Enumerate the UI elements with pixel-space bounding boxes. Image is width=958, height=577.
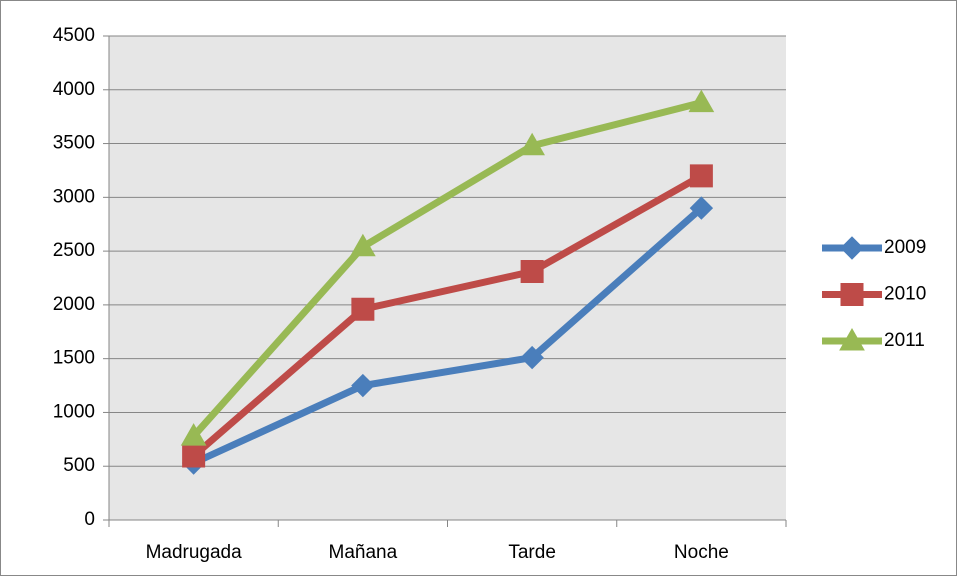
point-marker xyxy=(180,423,207,446)
y-tick-label: 1500 xyxy=(53,348,95,369)
point-marker xyxy=(688,89,715,113)
y-tick-label: 4500 xyxy=(53,25,95,46)
x-tick-label: Mañana xyxy=(329,542,398,563)
legend-marker xyxy=(839,327,865,351)
y-tick-label: 1000 xyxy=(53,401,95,422)
y-tick-label: 3500 xyxy=(53,133,95,154)
point-marker xyxy=(351,373,375,398)
legend-marker xyxy=(840,283,864,306)
y-tick-label: 0 xyxy=(84,509,95,530)
y-tick-label: 500 xyxy=(63,455,95,476)
point-marker xyxy=(520,345,544,370)
point-marker xyxy=(350,233,376,257)
x-tick-label: Tarde xyxy=(508,542,556,563)
y-tick-label: 4000 xyxy=(53,79,95,100)
point-marker xyxy=(182,444,206,468)
y-tick-label: 2500 xyxy=(53,240,95,261)
legend-marker xyxy=(840,236,864,260)
point-marker xyxy=(351,297,375,321)
legend-label: 2011 xyxy=(884,330,925,351)
series-line xyxy=(191,99,703,439)
legend-label: 2009 xyxy=(884,237,926,258)
point-marker xyxy=(519,132,545,156)
y-tick-label: 3000 xyxy=(53,186,95,207)
series-line xyxy=(192,205,704,467)
series-line xyxy=(191,172,704,459)
point-marker xyxy=(689,164,713,188)
x-tick-label: Madrugada xyxy=(146,542,243,563)
plot-area xyxy=(109,36,786,520)
point-marker xyxy=(689,196,714,220)
point-marker xyxy=(520,260,544,284)
y-tick-label: 2000 xyxy=(53,294,95,315)
legend-label: 2010 xyxy=(884,284,926,305)
x-tick-label: Noche xyxy=(674,542,729,563)
